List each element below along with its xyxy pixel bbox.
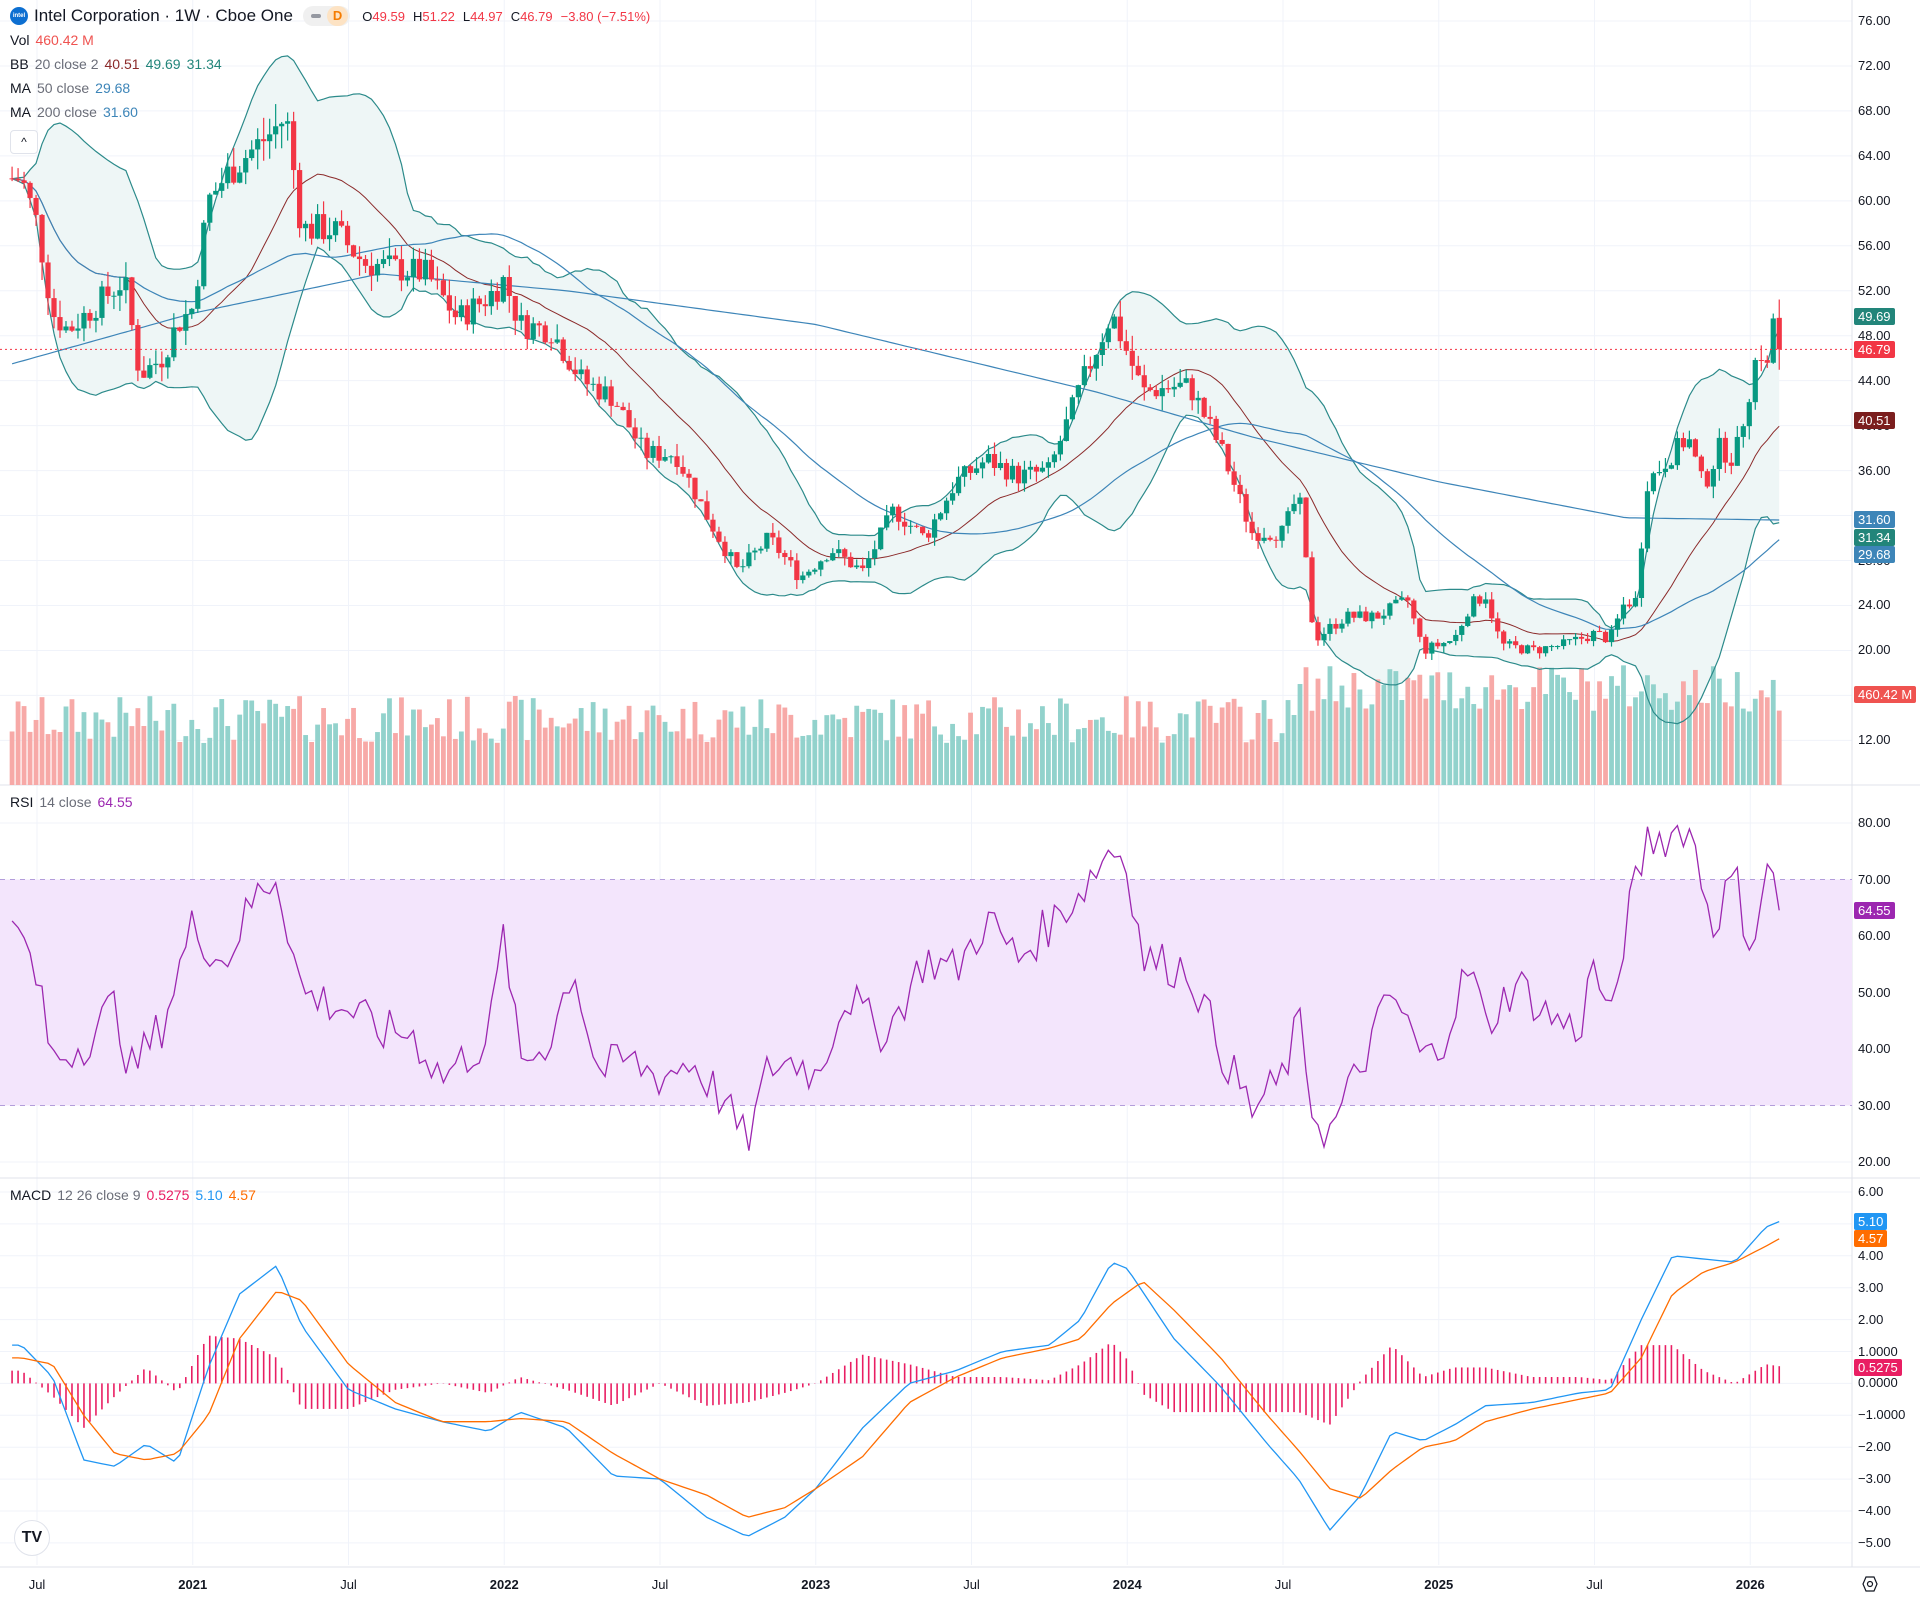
macd-line — [12, 1220, 1780, 1537]
rsi-value-tag: 64.55 — [1854, 902, 1895, 920]
bb-basis-value: 40.51 — [104, 56, 140, 72]
rsi-axis-label: 40.00 — [1858, 1041, 1891, 1056]
price-axis-label: 52.00 — [1858, 282, 1891, 298]
price-axis-label: 56.00 — [1858, 237, 1891, 253]
time-axis-label: 2026 — [1735, 1577, 1765, 1592]
rsi-line — [11, 824, 1780, 1151]
macd-axis-label: 4.00 — [1858, 1247, 1884, 1263]
ma200-line — [11, 273, 1780, 521]
ma50-legend[interactable]: MA 50 close 29.68 — [10, 80, 131, 96]
price-axis-label: 68.00 — [1858, 102, 1891, 118]
time-axis-label: Jul — [28, 1577, 46, 1592]
ma50-line — [12, 178, 1780, 630]
market-status-icon — [310, 14, 321, 18]
macd-axis-label: −1.0000 — [1858, 1407, 1906, 1423]
price-axis-label: 60.00 — [1858, 192, 1891, 208]
time-axis-label: Jul — [340, 1577, 357, 1592]
rsi-band — [0, 879, 1852, 1106]
price-axis-label: 12.00 — [1858, 732, 1891, 748]
macd-axis-label: 2.00 — [1858, 1311, 1884, 1327]
price-axis-label: 36.00 — [1858, 462, 1891, 478]
price-axis-label: 64.00 — [1858, 147, 1891, 163]
signal-line — [12, 1238, 1780, 1518]
bb-basis-tag: 40.51 — [1854, 412, 1895, 429]
rsi-axis-label: 20.00 — [1858, 1154, 1891, 1169]
macd-value-tag: 5.10 — [1854, 1212, 1888, 1230]
macd-signal-value: 4.57 — [228, 1187, 256, 1203]
volume-tag: 460.42 M — [1854, 686, 1917, 703]
macd-axis-label: 0.0000 — [1858, 1375, 1898, 1391]
macd-axis-label: 3.00 — [1858, 1279, 1884, 1295]
time-axis-label: Jul — [1274, 1577, 1292, 1592]
bb-fill — [12, 55, 1780, 724]
time-axis-label: 2023 — [801, 1577, 831, 1592]
ma50-tag: 29.68 — [1854, 546, 1895, 563]
candles — [9, 104, 1782, 660]
time-axis-label: 2025 — [1424, 1577, 1454, 1592]
bb-upper-tag: 49.69 — [1854, 308, 1895, 325]
symbol-title[interactable]: Intel Corporation · 1W · Cboe One — [34, 6, 293, 25]
bb-basis-line — [12, 173, 1780, 642]
time-axis-label: Jul — [963, 1577, 980, 1592]
volume-legend[interactable]: Vol 460.42 M — [10, 32, 94, 48]
volume-value: 460.42 M — [35, 32, 94, 48]
bb-upper-line — [12, 55, 1780, 629]
macd-axis-label: −5.00 — [1858, 1534, 1891, 1550]
rsi-axis-label: 50.00 — [1858, 984, 1891, 1000]
last-price-tag: 46.79 — [1854, 341, 1895, 358]
rsi-legend[interactable]: RSI 14 close 64.55 — [10, 794, 133, 810]
ma50-value: 29.68 — [95, 80, 131, 96]
rsi-axis-label: 70.00 — [1858, 871, 1891, 887]
macd-axis-label: −3.00 — [1858, 1471, 1891, 1487]
macd-axis-label: −4.00 — [1858, 1503, 1891, 1518]
time-axis-label: Jul — [1586, 1577, 1603, 1592]
macd-hist-value: 0.5275 — [146, 1187, 190, 1203]
tradingview-logo-icon[interactable]: TV — [14, 1520, 50, 1556]
price-axis-label: 48.00 — [1858, 327, 1891, 343]
ohlc-values: O49.59 H51.22 L44.97 C46.79 −3.80 (−7.51… — [362, 8, 651, 24]
time-axis-label: 2021 — [178, 1577, 208, 1592]
macd-axis-label: −2.00 — [1858, 1439, 1891, 1455]
time-axis-label: Jul — [651, 1577, 669, 1592]
macd-axis-label: 6.00 — [1858, 1184, 1884, 1199]
rsi-axis-label: 60.00 — [1858, 928, 1891, 943]
price-axis-label: 24.00 — [1858, 597, 1891, 613]
signal-value-tag: 4.57 — [1854, 1229, 1888, 1247]
rsi-axis-label: 80.00 — [1858, 815, 1891, 830]
price-axis-label: 44.00 — [1858, 372, 1891, 388]
close-value: 46.79 — [520, 8, 553, 24]
market-status-badge[interactable]: D — [302, 6, 351, 26]
histogram-value-tag: 0.5275 — [1854, 1358, 1902, 1376]
high-value: 51.22 — [422, 8, 455, 24]
time-axis-label: 2024 — [1112, 1577, 1142, 1592]
bb-upper-value: 49.69 — [145, 56, 181, 72]
rsi-value: 64.55 — [97, 794, 133, 810]
macd-legend[interactable]: MACD 12 26 close 9 0.5275 5.10 4.57 — [10, 1187, 256, 1203]
time-axis-label: 2022 — [489, 1577, 519, 1592]
change-value: −3.80 (−7.51%) — [560, 8, 651, 24]
collapse-legend-button[interactable]: ^ — [10, 130, 38, 154]
bb-lower-line — [11, 178, 1780, 725]
price-axis-label: 20.00 — [1858, 642, 1891, 658]
settings-icon[interactable] — [1860, 1574, 1880, 1594]
macd-histogram — [11, 1335, 1781, 1428]
price-axis-label: 72.00 — [1858, 57, 1891, 73]
macd-axis-label: 1.0000 — [1858, 1343, 1898, 1359]
volume-bars — [9, 665, 1782, 785]
bb-lower-value: 31.34 — [186, 56, 222, 72]
bb-lower-tag: 31.34 — [1854, 529, 1895, 546]
delayed-data-icon: D — [326, 6, 349, 26]
low-value: 44.97 — [470, 8, 503, 24]
ma200-value: 31.60 — [102, 104, 138, 120]
price-axis-label: 76.00 — [1858, 13, 1891, 28]
bb-legend[interactable]: BB 20 close 2 40.51 49.69 31.34 — [10, 56, 222, 72]
open-value: 49.59 — [372, 8, 405, 24]
ma200-tag: 31.60 — [1854, 511, 1895, 528]
symbol-legend[interactable]: intel Intel Corporation · 1W · Cboe One … — [10, 6, 650, 26]
macd-line-value: 5.10 — [195, 1187, 223, 1203]
rsi-axis-label: 30.00 — [1858, 1097, 1891, 1113]
ma200-legend[interactable]: MA 200 close 31.60 — [10, 104, 138, 120]
intel-logo-icon: intel — [10, 7, 28, 25]
